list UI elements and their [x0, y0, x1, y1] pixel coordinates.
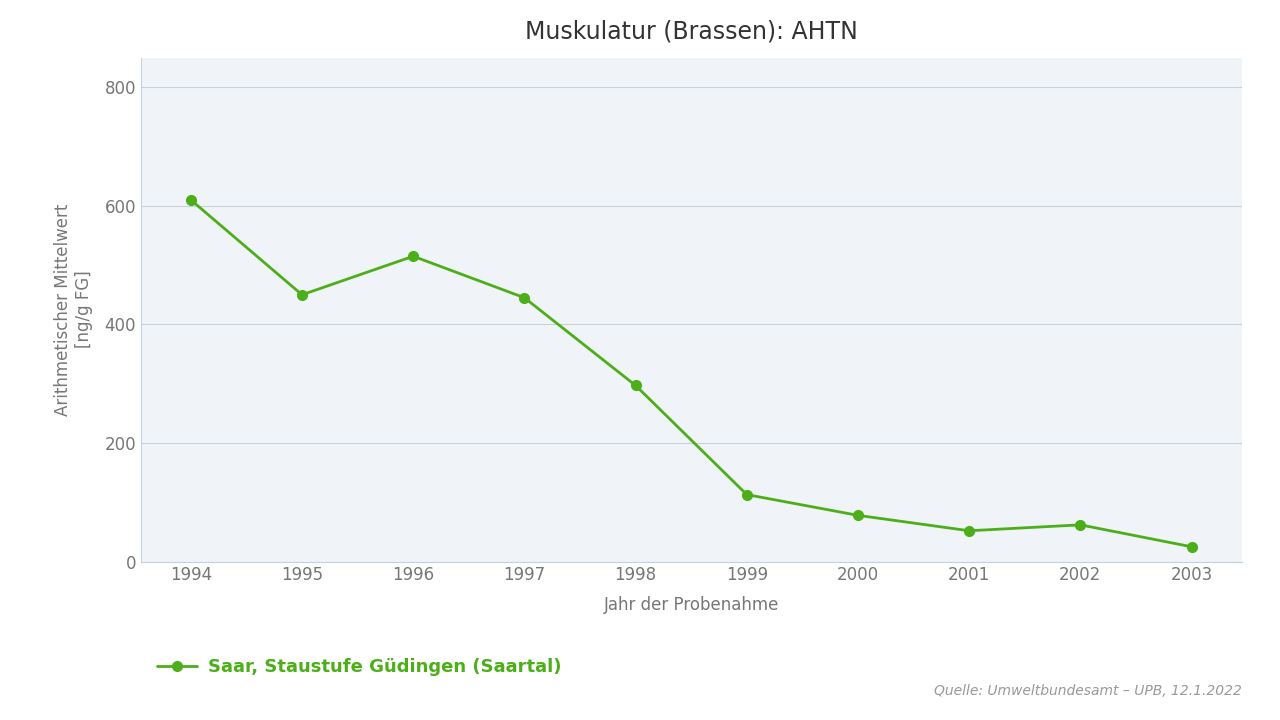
Title: Muskulatur (Brassen): AHTN: Muskulatur (Brassen): AHTN — [525, 19, 858, 43]
Saar, Staustufe Güdingen (Saartal) — [850, 511, 865, 520]
Saar, Staustufe Güdingen (Saartal) — [739, 490, 754, 499]
Saar, Staustufe Güdingen (Saartal) — [183, 196, 198, 204]
Line: Saar, Staustufe Güdingen (Saartal): Saar, Staustufe Güdingen (Saartal) — [186, 195, 1197, 552]
Saar, Staustufe Güdingen (Saartal) — [1184, 542, 1199, 551]
Saar, Staustufe Güdingen (Saartal) — [294, 290, 310, 299]
Y-axis label: Arithmetischer Mittelwert
[ng/g FG]: Arithmetischer Mittelwert [ng/g FG] — [55, 204, 93, 415]
Text: Quelle: Umweltbundesamt – UPB, 12.1.2022: Quelle: Umweltbundesamt – UPB, 12.1.2022 — [933, 685, 1242, 698]
Legend: Saar, Staustufe Güdingen (Saartal): Saar, Staustufe Güdingen (Saartal) — [150, 652, 568, 684]
Saar, Staustufe Güdingen (Saartal) — [517, 294, 532, 302]
Saar, Staustufe Güdingen (Saartal) — [406, 252, 421, 261]
Saar, Staustufe Güdingen (Saartal) — [628, 381, 644, 390]
Saar, Staustufe Güdingen (Saartal) — [961, 526, 977, 535]
X-axis label: Jahr der Probenahme: Jahr der Probenahme — [603, 595, 780, 613]
Saar, Staustufe Güdingen (Saartal) — [1073, 521, 1088, 529]
